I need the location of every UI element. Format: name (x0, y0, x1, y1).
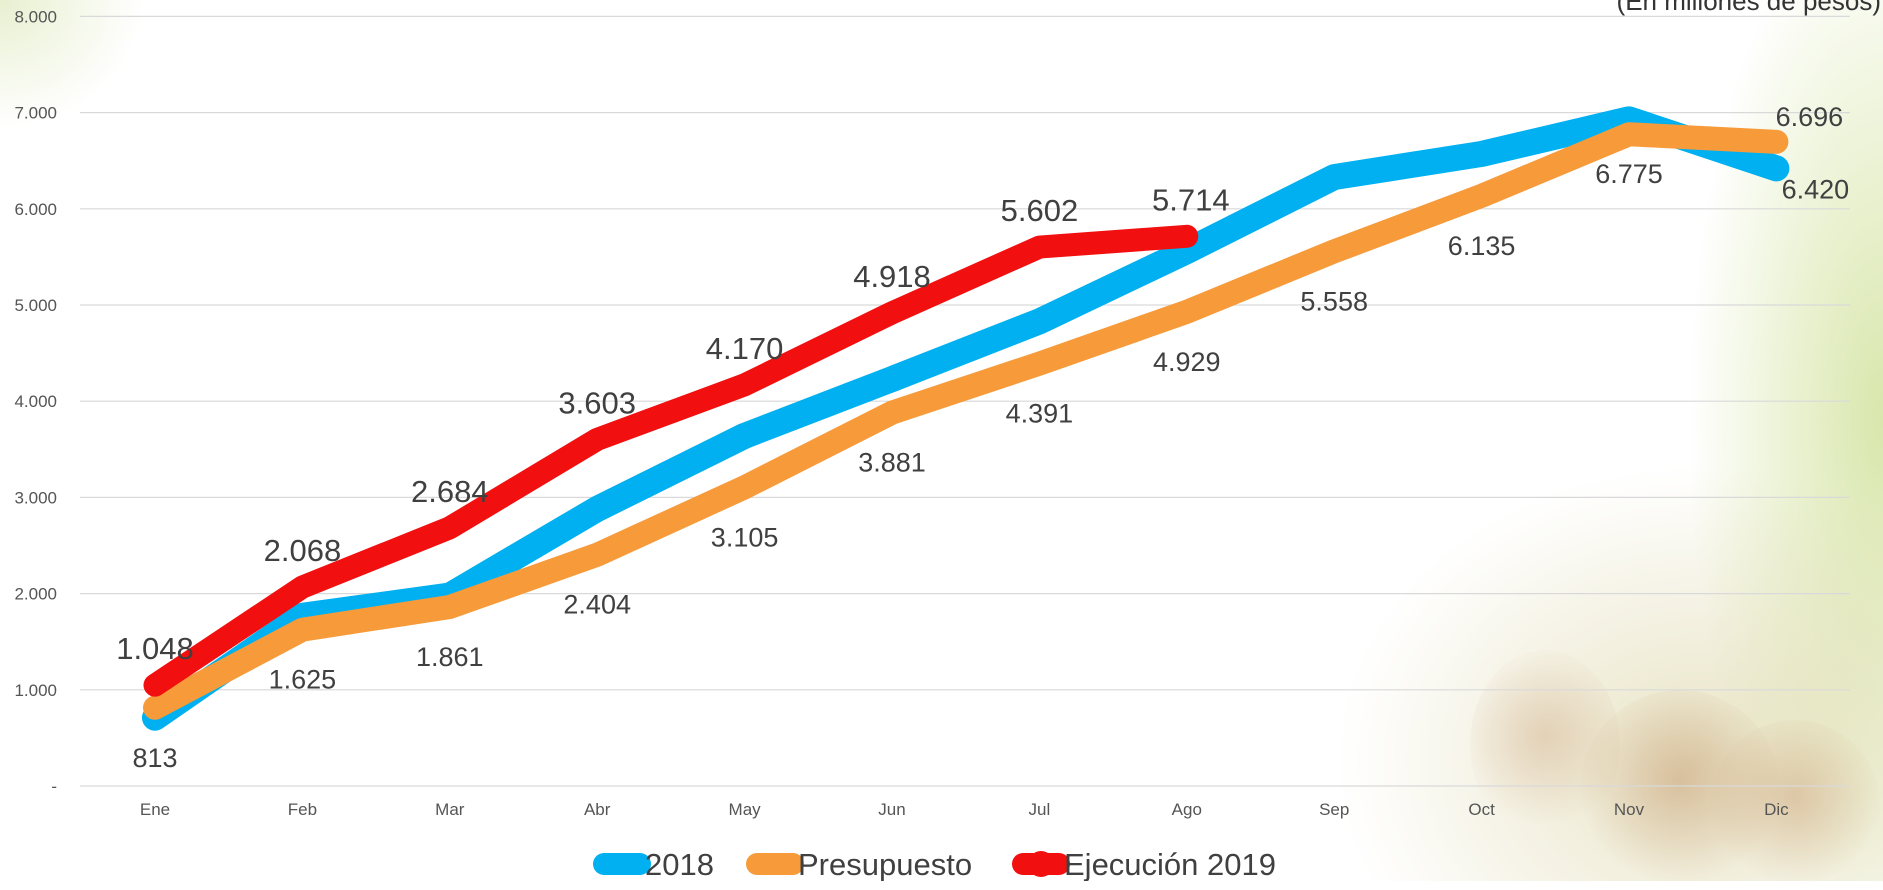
legend-label-1: 2018 (645, 847, 714, 881)
y-tick-label: 8.000 (14, 7, 57, 26)
data-label-ejecucion-2019: 3.603 (558, 385, 636, 420)
legend-label-3: Ejecución 2019 (1064, 847, 1276, 881)
data-label-presupuesto: 1.625 (269, 665, 337, 695)
chart-subtitle: (En millones de pesos) (1616, 0, 1881, 16)
y-tick-label: 4.000 (14, 392, 57, 411)
y-tick-label: - (51, 777, 57, 796)
legend-marker-ejecucion (1028, 851, 1054, 877)
data-label-presupuesto: 4.929 (1153, 347, 1221, 377)
x-tick-label: May (729, 800, 762, 819)
data-label-ejecucion-2019: 4.170 (706, 331, 784, 366)
y-tick-label: 2.000 (14, 585, 57, 604)
data-label-presupuesto: 6.696 (1776, 102, 1844, 132)
data-label-presupuesto: 2.404 (563, 590, 631, 620)
x-tick-label: Jun (878, 800, 905, 819)
x-tick-label: Abr (584, 800, 611, 819)
data-label-ejecucion-2019: 2.684 (411, 474, 489, 509)
y-tick-label: 6.000 (14, 200, 57, 219)
x-tick-label: Dic (1764, 800, 1789, 819)
data-label-presupuesto: 3.881 (858, 448, 926, 478)
family-photo-woman (1710, 720, 1880, 890)
y-tick-label: 1.000 (14, 681, 57, 700)
data-label-presupuesto: 813 (132, 743, 177, 773)
x-tick-label: Mar (435, 800, 465, 819)
data-label-presupuesto: 4.391 (1006, 399, 1074, 429)
series-line-3 (143, 224, 1199, 697)
data-label-ejecucion-2019: 5.714 (1152, 182, 1230, 217)
data-label-2018: 6.420 (1782, 174, 1850, 204)
data-label-ejecucion-2019: 5.602 (1001, 193, 1079, 228)
data-label-presupuesto: 1.861 (416, 642, 484, 672)
data-label-presupuesto: 6.135 (1448, 231, 1516, 261)
x-tick-label: Oct (1468, 800, 1495, 819)
data-label-presupuesto: 3.105 (711, 522, 779, 552)
x-tick-label: Nov (1614, 800, 1645, 819)
data-label-presupuesto: 5.558 (1300, 286, 1368, 316)
data-label-ejecucion-2019: 4.918 (853, 259, 931, 294)
y-tick-label: 5.000 (14, 296, 57, 315)
data-label-ejecucion-2019: 2.068 (264, 533, 342, 568)
x-tick-label: Feb (288, 800, 317, 819)
data-label-ejecucion-2019: 1.048 (116, 631, 194, 666)
y-tick-label: 3.000 (14, 488, 57, 507)
legend-label-2: Presupuesto (798, 847, 972, 881)
series-line-2 (143, 122, 1789, 720)
x-tick-label: Jul (1029, 800, 1051, 819)
y-tick-label: 7.000 (14, 104, 57, 123)
x-tick-label: Ene (140, 800, 170, 819)
x-tick-label: Ago (1172, 800, 1202, 819)
x-tick-label: Sep (1319, 800, 1349, 819)
data-label-presupuesto: 6.775 (1595, 159, 1663, 189)
